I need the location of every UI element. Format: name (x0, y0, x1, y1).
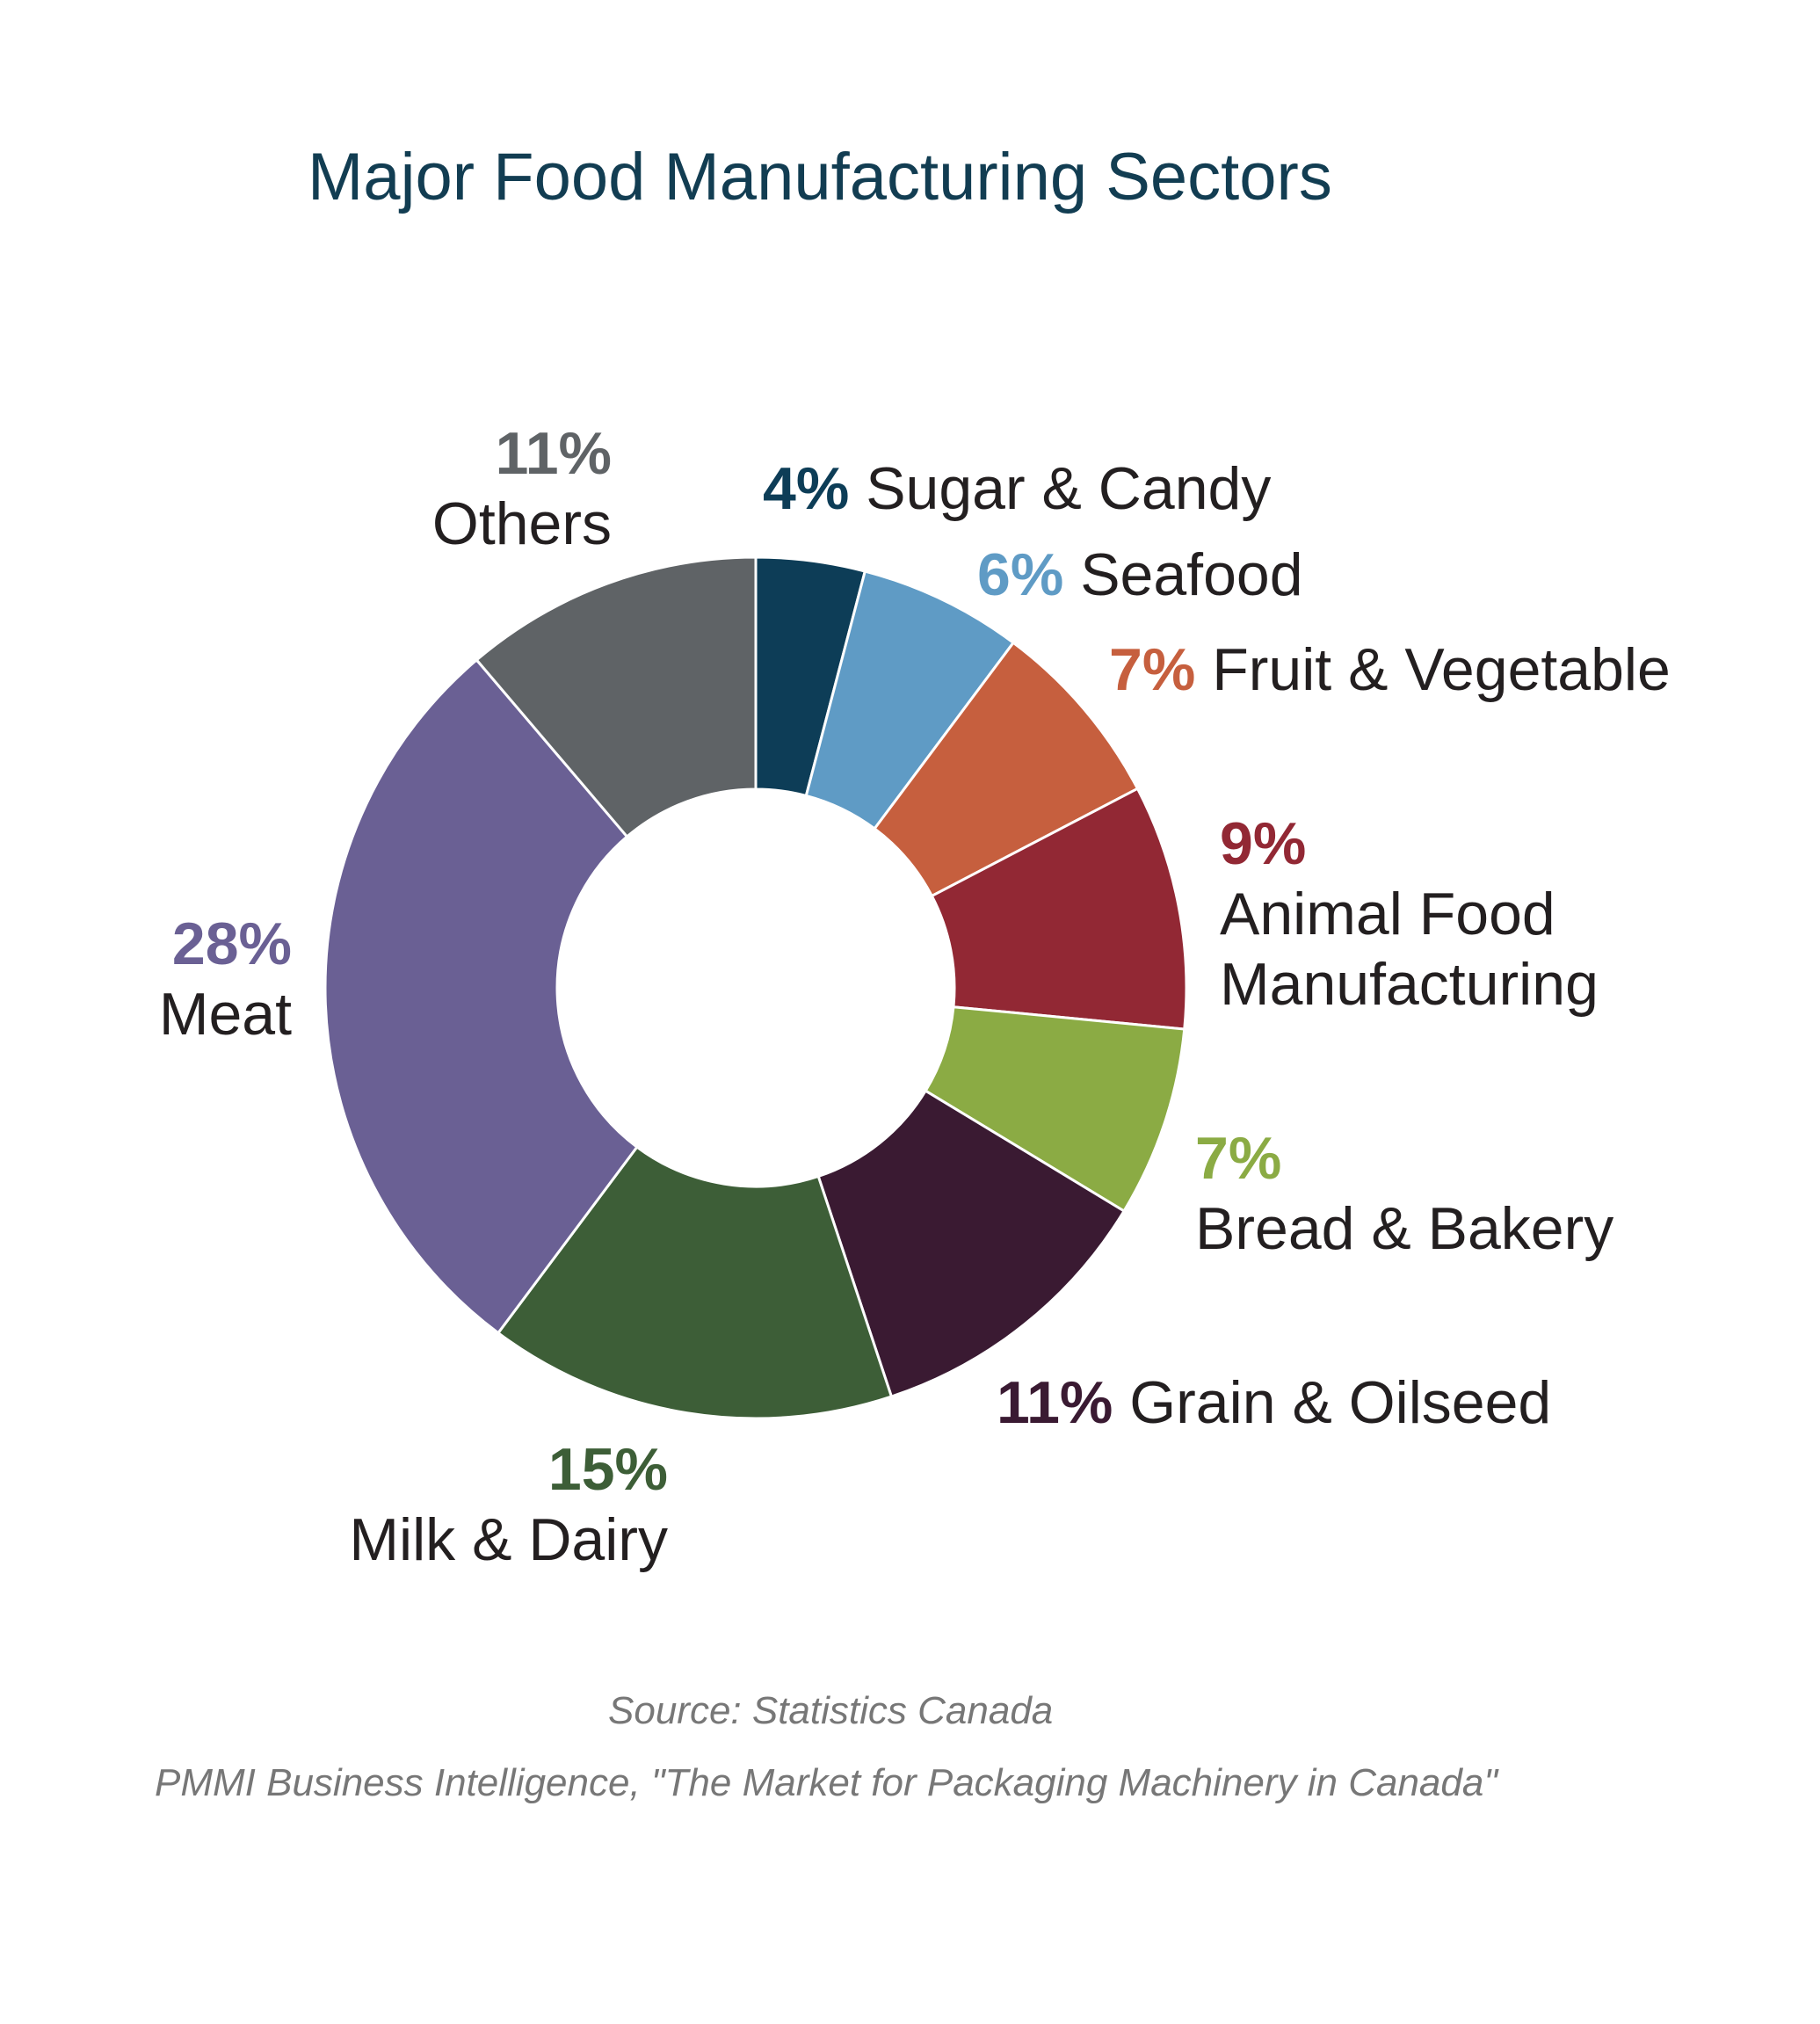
slice-name-fruit-vegetable: Fruit & Vegetable (1212, 636, 1671, 703)
slice-percent-sugar-candy: 4% (763, 455, 850, 522)
donut-slice-others (475, 555, 758, 839)
donut-slice-milk-dairy (496, 1145, 894, 1420)
slice-name-meat: Meat (158, 981, 292, 1048)
slice-label-fruit-vegetable: 7% Fruit & Vegetable (1109, 635, 1671, 705)
slice-label-grain-oilseed: 11% Grain & Oilseed (997, 1367, 1551, 1438)
slice-name-milk-dairy: Milk & Dairy (349, 1506, 668, 1573)
slice-percent-animal-food: 9% (1220, 810, 1307, 877)
donut-slice-grain-oilseed (816, 1089, 1127, 1398)
slice-label-milk-dairy: 15% Milk & Dairy (325, 1434, 668, 1575)
donut-slice-animal-food (930, 787, 1188, 1031)
source-citation: PMMI Business Intelligence, "The Market … (155, 1761, 1497, 1804)
slice-percent-meat: 28% (171, 910, 292, 977)
slice-percent-others: 11% (495, 420, 612, 487)
slice-label-meat: 28% Meat (97, 909, 292, 1049)
slice-label-bread-bakery: 7% Bread & Bakery (1195, 1123, 1613, 1264)
slice-percent-seafood: 6% (977, 541, 1064, 608)
chart-title: Major Food Manufacturing Sectors (308, 140, 1332, 214)
slice-label-seafood: 6% Seafood (977, 540, 1303, 610)
slice-percent-milk-dairy: 15% (547, 1436, 668, 1503)
slice-label-others: 11% Others (387, 418, 612, 559)
slice-name-grain-oilseed: Grain & Oilseed (1129, 1369, 1552, 1436)
slice-label-animal-food: 9% Animal Food Manufacturing (1220, 809, 1599, 1019)
source-note: Source: Statistics Canada (608, 1689, 1054, 1732)
slice-name-animal-food-line2: Manufacturing (1220, 951, 1599, 1018)
slice-percent-fruit-vegetable: 7% (1109, 636, 1196, 703)
slice-name-animal-food: Animal Food (1220, 881, 1555, 947)
slice-name-sugar-candy: Sugar & Candy (866, 455, 1272, 522)
slice-label-sugar-candy: 4% Sugar & Candy (763, 453, 1271, 524)
donut-slice-meat (323, 657, 639, 1335)
slice-name-others: Others (431, 490, 612, 557)
slice-name-bread-bakery: Bread & Bakery (1195, 1195, 1614, 1262)
slice-percent-bread-bakery: 7% (1195, 1125, 1282, 1192)
slice-name-seafood: Seafood (1080, 541, 1303, 608)
slice-percent-grain-oilseed: 11% (997, 1369, 1113, 1436)
